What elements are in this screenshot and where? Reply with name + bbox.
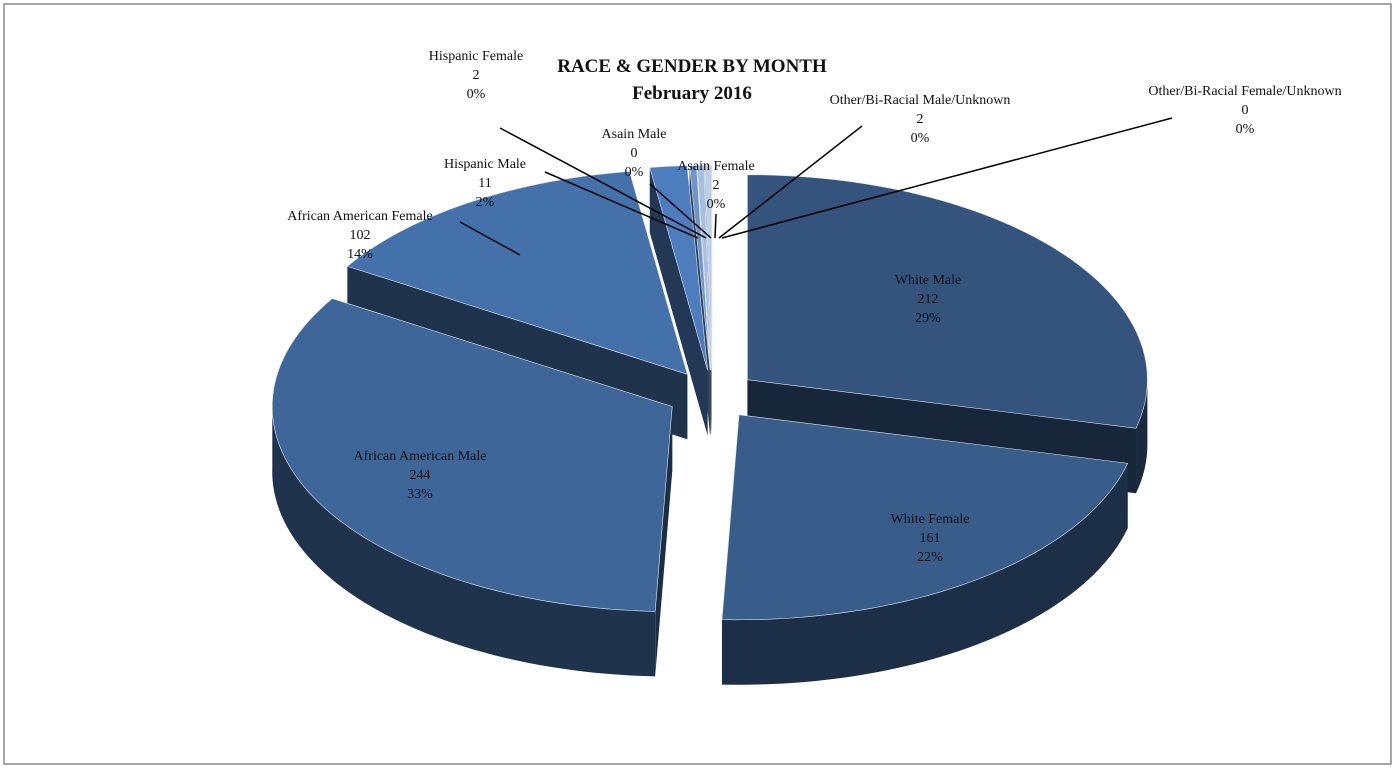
slice-label: Other/Bi-Racial Female/Unknown (1148, 84, 1341, 99)
slice-percent-label: 0% (625, 165, 644, 180)
slice-label: Hispanic Male (444, 157, 526, 172)
slice (649, 165, 708, 436)
slice-value-label: 161 (920, 531, 941, 546)
slice-percent-label: 0% (707, 197, 726, 212)
slice-label: Other/Bi-Racial Male/Unknown (830, 93, 1011, 108)
slice-side (1136, 380, 1148, 494)
leader-line (499, 127, 707, 239)
slice-percent-label: 2% (476, 195, 495, 210)
slice-top (649, 165, 708, 371)
slice-label: Asain Male (602, 127, 667, 142)
slice-top (689, 165, 711, 371)
chart-subtitle: February 2016 (632, 83, 752, 104)
slice-label: Asain Female (677, 159, 754, 174)
slice-percent-label: 33% (407, 487, 433, 502)
slice (721, 414, 1129, 685)
slice-side (721, 463, 1128, 685)
slice-value-label: 2 (473, 68, 480, 83)
slice-percent-label: 0% (1236, 122, 1255, 137)
slice-value-label: 2 (713, 178, 720, 193)
slice-wall (649, 167, 708, 436)
leader-line (721, 117, 1173, 239)
slice-top (346, 171, 688, 375)
slice-label: White Female (891, 512, 970, 527)
slice-value-label: 0 (631, 146, 638, 161)
slice-label: Hispanic Female (429, 49, 523, 64)
slice-label: White Male (895, 273, 961, 288)
slice-top (271, 298, 673, 612)
leader-line (718, 125, 863, 239)
slice-value-label: 11 (478, 176, 491, 191)
slice-label: African American Male (354, 449, 487, 464)
leader-line (459, 221, 521, 256)
slice-percent-label: 29% (915, 311, 941, 326)
chart-title: RACE & GENDER BY MONTH (557, 56, 827, 77)
slice-percent-label: 14% (347, 247, 373, 262)
slice-top (721, 414, 1129, 621)
slice-side (272, 402, 656, 677)
slice-value-label: 102 (350, 228, 371, 243)
slice-label: African American Female (287, 209, 432, 224)
slice-value-label: 244 (410, 468, 431, 483)
slice (271, 298, 673, 677)
slice-value-label: 0 (1242, 103, 1249, 118)
slice-percent-label: 22% (917, 550, 943, 565)
slice-top (696, 165, 711, 371)
slice-percent-label: 0% (911, 131, 930, 146)
slice-wall (655, 406, 673, 677)
slice-value-label: 212 (918, 292, 939, 307)
slice-value-label: 2 (917, 112, 924, 127)
slice-top (747, 174, 1148, 429)
slice-percent-label: 0% (467, 87, 486, 102)
leader-line (649, 183, 712, 239)
leader-line (544, 171, 699, 239)
leader-line (714, 213, 717, 239)
